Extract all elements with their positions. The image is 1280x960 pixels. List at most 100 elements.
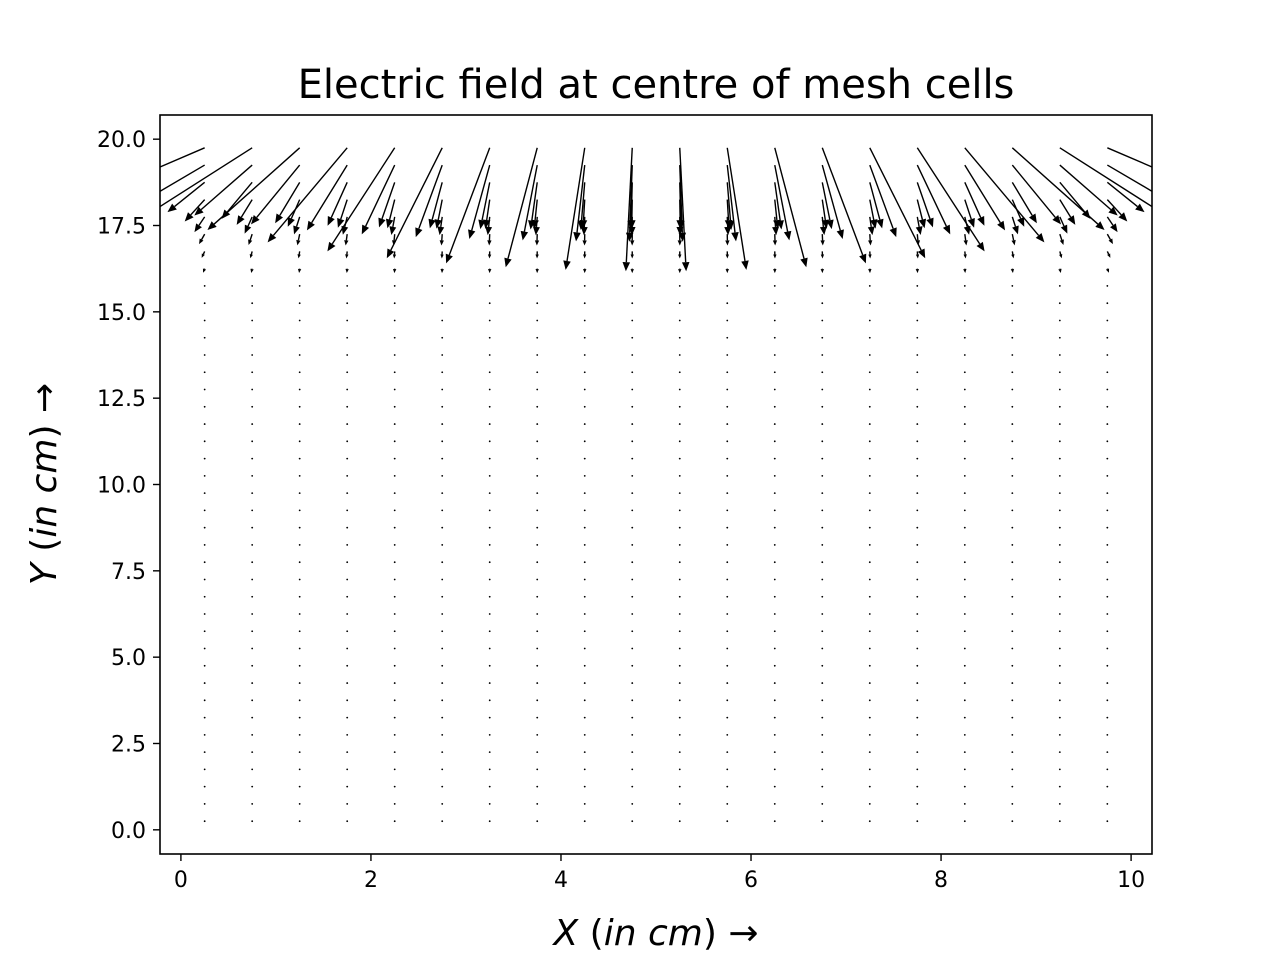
field-arrow-dot xyxy=(393,613,396,615)
field-arrow xyxy=(1011,492,1014,495)
field-arrow-shaft xyxy=(190,199,206,216)
field-arrow-dot xyxy=(963,423,966,425)
field-arrow-dot xyxy=(678,336,681,339)
field-arrow xyxy=(1106,699,1109,702)
field-arrow-dot xyxy=(251,526,254,529)
field-arrow xyxy=(393,492,396,495)
field-arrow-dot xyxy=(536,630,539,633)
field-arrow-dot xyxy=(251,578,254,581)
field-arrow-dot xyxy=(678,405,681,408)
field-arrow xyxy=(821,544,824,546)
field-arrow-dot xyxy=(1011,302,1014,305)
field-arrow-dot xyxy=(631,699,634,702)
field-arrow-dot xyxy=(251,803,254,805)
field-arrow-dot xyxy=(251,388,254,391)
field-arrow xyxy=(440,251,444,259)
field-arrow-head xyxy=(1110,223,1118,233)
field-arrow-dot xyxy=(251,285,254,287)
field-arrow-head xyxy=(1010,268,1015,274)
field-arrow-dot xyxy=(773,457,776,460)
field-arrow xyxy=(631,423,634,425)
field-arrow-dot xyxy=(726,785,729,788)
field-arrow xyxy=(1058,544,1061,546)
field-arrow xyxy=(536,319,539,322)
field-arrow-shaft xyxy=(330,182,348,218)
field-arrow-dot xyxy=(203,302,206,305)
field-arrow xyxy=(726,164,739,242)
field-arrow-shaft xyxy=(247,216,253,227)
field-arrow xyxy=(821,492,824,495)
field-arrow xyxy=(203,457,206,460)
field-arrow-dot xyxy=(441,768,444,771)
field-arrow-dot xyxy=(631,371,634,374)
field-arrow xyxy=(1011,751,1014,754)
field-arrow-dot xyxy=(583,733,586,736)
field-arrow xyxy=(248,233,253,245)
field-arrow-dot xyxy=(821,820,824,823)
field-arrow xyxy=(963,492,966,495)
field-arrow xyxy=(298,768,301,771)
field-arrow xyxy=(199,233,206,245)
field-arrow-dot xyxy=(678,682,681,684)
field-arrow-dot xyxy=(1011,699,1014,702)
field-arrow xyxy=(773,509,776,512)
field-arrow xyxy=(345,251,349,259)
field-arrow xyxy=(1011,682,1014,684)
field-arrow xyxy=(1058,561,1061,564)
field-arrow-dot xyxy=(393,285,396,287)
field-arrow-head xyxy=(870,219,878,229)
field-arrow xyxy=(821,613,824,615)
field-arrow xyxy=(1059,181,1091,219)
field-arrow xyxy=(203,561,206,564)
field-arrow xyxy=(868,613,871,615)
field-arrow xyxy=(773,354,776,356)
field-arrow xyxy=(726,509,729,512)
field-arrow-dot xyxy=(916,388,919,391)
field-arrow-dot xyxy=(1011,578,1014,581)
field-arrow xyxy=(203,526,206,529)
field-arrow-dot xyxy=(1106,544,1109,546)
field-arrow xyxy=(441,682,444,684)
field-arrow xyxy=(963,440,966,443)
y-axis-unit: in cm xyxy=(24,439,65,538)
field-arrow-shaft xyxy=(1059,233,1063,241)
field-arrow-dot xyxy=(583,699,586,702)
field-arrow xyxy=(916,647,919,650)
y-tick-label: 17.5 xyxy=(97,215,146,240)
field-arrow xyxy=(346,336,349,339)
field-arrow-head xyxy=(963,254,967,259)
field-arrow-dot xyxy=(678,474,681,477)
field-arrow xyxy=(773,319,776,322)
field-arrow-dot xyxy=(441,388,444,391)
field-arrow-shaft xyxy=(174,181,206,208)
field-arrow-dot xyxy=(773,302,776,305)
field-arrow-shaft xyxy=(297,233,301,241)
field-arrow-head xyxy=(1118,212,1128,222)
field-arrow xyxy=(963,371,966,374)
field-arrow-shaft xyxy=(1011,216,1017,227)
field-arrow xyxy=(821,164,844,240)
field-arrow-dot xyxy=(251,371,254,374)
field-arrow-dot xyxy=(1106,613,1109,615)
field-arrow-dot xyxy=(1106,319,1109,322)
field-arrow xyxy=(868,457,871,460)
field-arrow xyxy=(298,785,301,788)
field-arrow-shaft xyxy=(240,199,253,218)
field-arrow xyxy=(488,699,491,702)
field-arrow xyxy=(346,768,349,771)
field-arrow xyxy=(327,182,348,226)
field-arrow xyxy=(915,234,921,246)
field-arrow-dot xyxy=(583,595,586,598)
field-arrow-dot xyxy=(1011,526,1014,529)
field-arrow-dot xyxy=(821,561,824,564)
field-arrow xyxy=(488,630,491,633)
field-arrow-dot xyxy=(536,699,539,702)
field-arrow xyxy=(963,234,968,246)
field-arrow xyxy=(916,526,919,529)
field-arrow-dot xyxy=(488,336,491,339)
field-arrow-dot xyxy=(1011,682,1014,684)
field-arrow-shaft xyxy=(679,165,684,233)
field-arrow xyxy=(868,733,871,736)
field-arrow xyxy=(867,216,875,236)
y-tick-label: 7.5 xyxy=(111,560,146,585)
